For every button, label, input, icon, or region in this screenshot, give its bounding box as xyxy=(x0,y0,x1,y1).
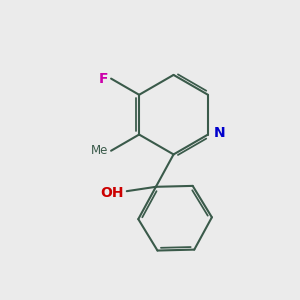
Text: OH: OH xyxy=(100,186,124,200)
Text: N: N xyxy=(213,126,225,140)
Text: F: F xyxy=(99,72,108,86)
Text: Me: Me xyxy=(91,144,108,157)
